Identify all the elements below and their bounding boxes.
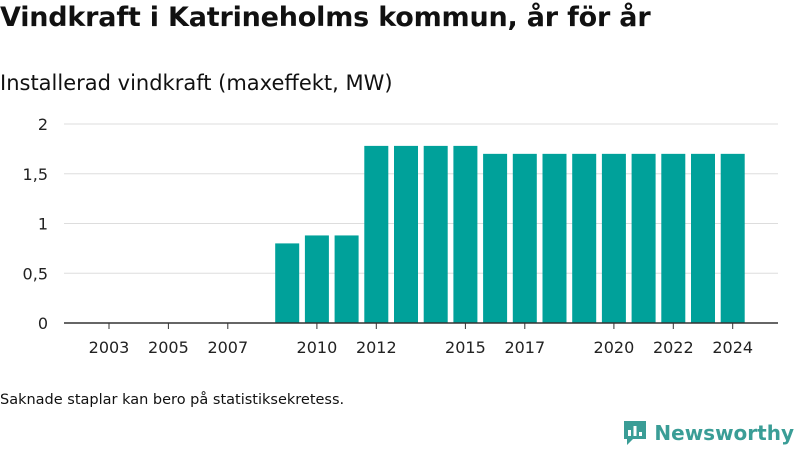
y-tick-label: 0,5 [23, 264, 48, 283]
bar-2012 [364, 145, 389, 323]
footnote: Saknade staplar kan bero på statistiksek… [0, 392, 345, 408]
bar-2019 [572, 153, 597, 323]
bar-2018 [542, 153, 567, 323]
y-tick-label: 1,5 [23, 165, 48, 184]
bar-2011 [334, 235, 359, 323]
bar-2013 [394, 145, 418, 323]
chart-title: Vindkraft i Katrineholms kommun, år för … [0, 2, 651, 33]
brand-name: Newsworthy [654, 421, 794, 445]
bar-2023 [691, 153, 715, 323]
x-tick-label: 2010 [297, 338, 338, 357]
y-tick-label: 1 [38, 215, 48, 234]
bar-2010 [304, 235, 329, 323]
bar-2017 [512, 153, 537, 323]
x-tick-label: 2015 [445, 338, 486, 357]
x-tick-label: 2012 [356, 338, 397, 357]
bar-2015 [453, 145, 478, 323]
y-tick-label: 0 [38, 314, 48, 333]
newsworthy-logo-icon [624, 421, 647, 445]
bar-2020 [601, 153, 626, 323]
bar-2022 [661, 153, 686, 323]
x-tick-label: 2024 [712, 338, 753, 357]
x-tick-label: 2007 [207, 338, 248, 357]
bar-2014 [423, 145, 448, 323]
x-tick-label: 2017 [504, 338, 545, 357]
bar-2016 [483, 153, 508, 323]
bar-2009 [275, 243, 300, 323]
bar-2024 [720, 153, 745, 323]
x-tick-label: 2020 [594, 338, 635, 357]
x-tick-label: 2022 [653, 338, 694, 357]
chart-subtitle: Installerad vindkraft (maxeffekt, MW) [0, 71, 393, 95]
y-tick-label: 2 [38, 115, 48, 134]
x-tick-label: 2005 [148, 338, 189, 357]
bar-2021 [631, 153, 656, 323]
brand-logo: Newsworthy [622, 419, 794, 447]
x-tick-label: 2003 [89, 338, 130, 357]
